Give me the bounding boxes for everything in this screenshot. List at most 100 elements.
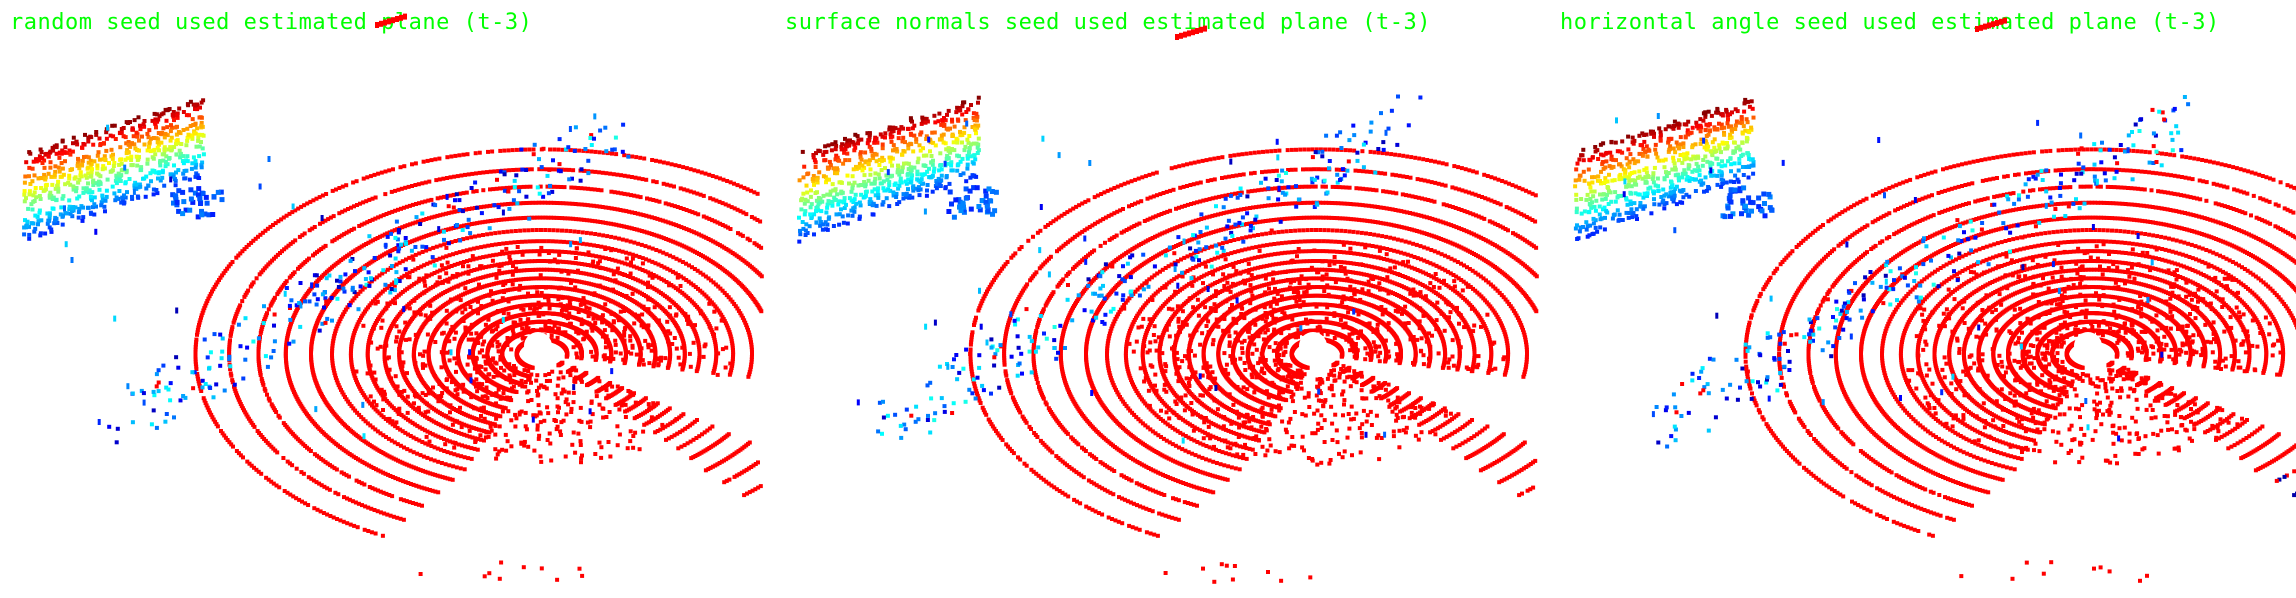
ground-point [355, 322, 360, 327]
ground-point [366, 505, 371, 510]
ground-point [509, 229, 514, 234]
ground-point [600, 320, 605, 325]
ground-point [716, 284, 721, 289]
ground-point [349, 346, 354, 351]
ground-point [435, 213, 440, 218]
ground-point [689, 281, 694, 286]
ground-point [530, 228, 535, 233]
ground-point [352, 523, 357, 528]
ground-point [676, 273, 681, 277]
ground-point [227, 340, 232, 345]
ground-point [389, 438, 394, 443]
ground-point [397, 347, 402, 351]
ground-point [590, 253, 595, 258]
ground-point [360, 503, 364, 508]
ground-point [747, 490, 752, 495]
ground-point [749, 362, 754, 367]
ground-point [518, 201, 523, 206]
ground-point [319, 247, 324, 251]
ground-point [520, 259, 525, 264]
ground-point [422, 263, 427, 268]
ground-point [387, 168, 392, 173]
ground-point [619, 223, 624, 228]
ground-point [748, 337, 753, 342]
ground-point [462, 467, 467, 472]
ground-point [637, 290, 642, 295]
ground-point [497, 271, 502, 276]
ground-point [729, 205, 734, 210]
ground-point [382, 287, 387, 292]
ground-point [361, 311, 366, 316]
ground-point [738, 232, 743, 237]
ground-point [568, 216, 573, 221]
ground-point [552, 200, 557, 205]
ground-point [551, 215, 556, 220]
ground-point [502, 148, 507, 153]
ground-point [588, 242, 593, 247]
ground-point [418, 468, 423, 473]
ground-point [496, 218, 501, 222]
ground-point [453, 153, 458, 158]
ground-point [633, 430, 638, 435]
ground-point [458, 260, 463, 265]
ground-point [619, 260, 624, 265]
ground-point [668, 331, 673, 336]
ground-point [222, 433, 227, 438]
ground-point [471, 257, 476, 262]
ground-point [752, 190, 757, 195]
ground-point [742, 493, 747, 498]
ground-point [573, 261, 578, 266]
ground-point [333, 490, 338, 495]
ground-point [697, 232, 701, 237]
ground-point [439, 263, 444, 268]
ground-point [429, 444, 434, 448]
ground-point [434, 230, 438, 235]
ground-point [624, 256, 629, 261]
ground-point [606, 267, 611, 272]
ground-point [641, 362, 646, 367]
ground-point [327, 487, 332, 492]
ground-point [727, 372, 732, 377]
ground-point [738, 184, 743, 189]
ground-point [373, 195, 378, 200]
ground-point [493, 367, 498, 372]
ground-point [661, 250, 666, 255]
ground-point [742, 318, 747, 323]
ground-point [710, 174, 715, 178]
ground-point [570, 201, 575, 206]
ground-point [493, 291, 498, 295]
ground-point [493, 423, 498, 428]
ground-point [614, 270, 619, 275]
ground-point [219, 429, 223, 433]
ground-point [597, 204, 602, 209]
ground-point [514, 185, 519, 190]
ground-point [545, 267, 550, 272]
ground-point [390, 229, 395, 234]
ground-point [755, 218, 760, 222]
ground-point [525, 249, 530, 254]
ground-point [405, 223, 410, 228]
ground-point [434, 257, 439, 262]
ground-point [262, 386, 267, 391]
ground-point [479, 205, 483, 210]
ground-point [353, 500, 358, 505]
ground-point [473, 287, 478, 292]
ground-point [609, 206, 614, 211]
ground-point [386, 472, 390, 477]
ground-point [195, 372, 200, 376]
ground-point [576, 431, 581, 436]
ground-point [485, 420, 490, 425]
ground-point [332, 331, 337, 336]
ground-point [695, 268, 700, 273]
ground-point [535, 249, 540, 254]
ground-point [480, 220, 485, 225]
ground-point [589, 187, 594, 192]
ground-point [263, 228, 268, 233]
ground-point [195, 374, 200, 379]
ground-point [434, 244, 439, 249]
ground-point [368, 423, 373, 428]
ground-point [749, 215, 754, 219]
ground-point [357, 479, 362, 484]
ground-point [532, 249, 537, 254]
ground-point [601, 233, 606, 238]
